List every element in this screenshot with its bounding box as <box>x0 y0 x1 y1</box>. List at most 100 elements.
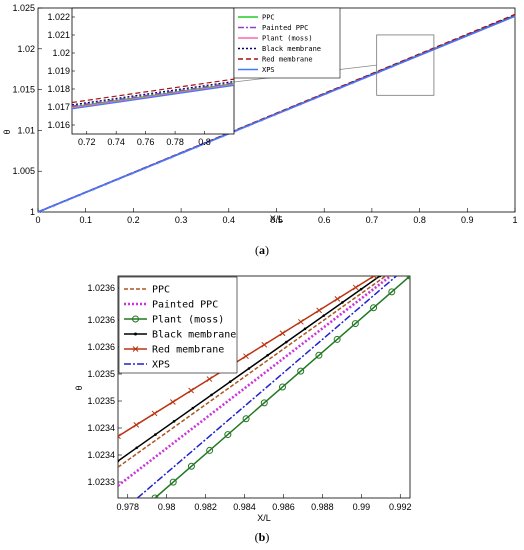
series-line-xps <box>136 276 397 498</box>
series-marker-plant-moss- <box>278 383 286 391</box>
legend-label: XPS <box>152 360 170 371</box>
series-marker-plant-moss- <box>297 367 305 375</box>
x-tick-label: 0.1 <box>79 215 92 225</box>
series-marker-black-membrane <box>266 353 269 357</box>
caption-close: ) <box>265 243 269 257</box>
y-tick-label: 1.0236 <box>87 315 115 325</box>
series-line-ppc <box>118 276 387 468</box>
x-tick-label: 0.986 <box>272 502 295 512</box>
chart-b: 0.978 0.98 0.982 0.984 0.986 0.988 0.99 0.992 1.… <box>74 275 412 544</box>
x-tick-label: 0.982 <box>194 502 217 512</box>
series-marker-red-membrane <box>352 284 359 291</box>
series-marker-plant-moss- <box>315 351 323 359</box>
y-tick-label: 1.0236 <box>87 283 115 293</box>
series-marker-black-membrane <box>135 446 139 450</box>
series-marker-plant-moss- <box>151 494 159 498</box>
legend-label: Black membrane <box>262 45 321 53</box>
legend-marker-plant-moss- <box>132 315 139 323</box>
inset-x-tick-label: 0.78 <box>166 137 184 147</box>
y-tick-label: 1.02 <box>17 44 35 54</box>
series-marker-red-membrane <box>206 376 213 382</box>
series-marker-plant-moss- <box>370 304 378 312</box>
y-tick-label: 1.0234 <box>87 423 115 433</box>
inset-series-line <box>71 83 235 109</box>
legend-label: Red membrane <box>262 56 313 64</box>
y-tick-label: 1.0236 <box>87 342 115 352</box>
x-tick-label: 0 <box>35 215 40 225</box>
series-line-plant-moss- <box>154 276 410 498</box>
legend-label: PPC <box>262 14 275 22</box>
y-tick-label: 1.005 <box>12 166 35 176</box>
series-marker-plant-moss- <box>388 288 396 296</box>
x-tick-label: 0.99 <box>353 502 371 512</box>
chart-a: 0 0.1 0.2 0.3 0.4 0.5 0.6 0.7 0.8 0.9 1 1 1.005 1.01 1… <box>2 3 518 257</box>
series-marker-plant-moss- <box>187 462 195 470</box>
series-marker-plant-moss- <box>351 320 359 328</box>
series-marker-plant-moss- <box>260 399 268 407</box>
figure-caption: (a) <box>255 243 269 257</box>
x-tick-label: 0.4 <box>223 215 236 225</box>
y-tick-label: 1.01 <box>17 125 35 135</box>
inset-y-tick-label: 1.017 <box>47 102 70 112</box>
x-tick-label: 0.98 <box>158 502 176 512</box>
y-tick-label: 1.015 <box>12 85 35 95</box>
inset-x-tick-label: 0.74 <box>107 137 125 147</box>
legend-label: Black membrane <box>152 330 236 341</box>
x-tick-label: 0.6 <box>318 215 331 225</box>
legend-label: Plant (moss) <box>152 315 224 326</box>
x-tick-label: 0.978 <box>116 502 139 512</box>
x-tick-label: 0.8 <box>413 215 426 225</box>
inset-plot-area <box>71 7 235 135</box>
series-marker-red-membrane <box>243 353 249 360</box>
series-marker-black-membrane <box>118 459 120 463</box>
series-marker-red-membrane <box>316 307 322 314</box>
series-marker-plant-moss- <box>333 335 341 343</box>
x-tick-label: 0.992 <box>389 502 412 512</box>
x-axis-label: X/L <box>257 513 271 523</box>
caption-close: ) <box>265 530 269 544</box>
series-marker-black-membrane <box>210 393 213 397</box>
x-tick-label: 0.988 <box>311 502 334 512</box>
x-tick-label: 0.984 <box>233 502 256 512</box>
series-marker-red-membrane <box>297 318 304 325</box>
series-marker-red-membrane <box>170 399 176 405</box>
series-marker-black-membrane <box>378 276 382 278</box>
series-marker-black-membrane <box>285 340 288 344</box>
series-line-painted-ppc <box>118 276 392 487</box>
x-tick-label: 0.7 <box>366 215 379 225</box>
legend-label: Plant (moss) <box>262 35 313 43</box>
series-marker-black-membrane <box>172 420 176 423</box>
series-marker-red-membrane <box>118 433 121 440</box>
series-marker-black-membrane <box>191 406 195 410</box>
inset-series-line <box>71 78 235 104</box>
y-tick-label: 1.0235 <box>87 369 115 379</box>
inset-series-line <box>71 83 235 108</box>
legend-label: XPS <box>262 66 275 74</box>
series-marker-red-membrane <box>261 341 268 348</box>
inset-series-line <box>71 80 235 106</box>
y-tick-label: 1.025 <box>12 3 35 13</box>
legend-label: Red membrane <box>152 345 224 356</box>
legend-label: PPC <box>152 285 170 296</box>
series-marker-red-membrane <box>188 387 194 394</box>
y-tick-label: 1.0233 <box>87 477 115 487</box>
figure-caption: (b) <box>255 530 270 544</box>
inset-y-tick-label: 1.022 <box>47 12 70 22</box>
y-tick-label: 1.0235 <box>87 396 115 406</box>
legend-marker-black-membrane <box>134 332 137 336</box>
inset-y-tick-label: 1.021 <box>47 30 70 40</box>
x-tick-label: 0.3 <box>175 215 188 225</box>
series-marker-red-membrane <box>371 276 377 279</box>
inset-x-tick-label: 0.72 <box>78 137 96 147</box>
y-axis-label: θ <box>2 129 12 134</box>
series-group-b <box>118 276 410 498</box>
legend-box-b <box>118 276 238 374</box>
legend-label: Painted PPC <box>152 300 218 311</box>
series-marker-plant-moss- <box>169 478 177 486</box>
series-marker-plant-moss- <box>242 415 250 423</box>
x-tick-label: 0.5 <box>270 215 283 225</box>
series-marker-black-membrane <box>303 327 307 331</box>
caption-open: ( <box>255 530 259 544</box>
caption-open: ( <box>255 243 259 257</box>
series-marker-black-membrane <box>341 301 344 304</box>
